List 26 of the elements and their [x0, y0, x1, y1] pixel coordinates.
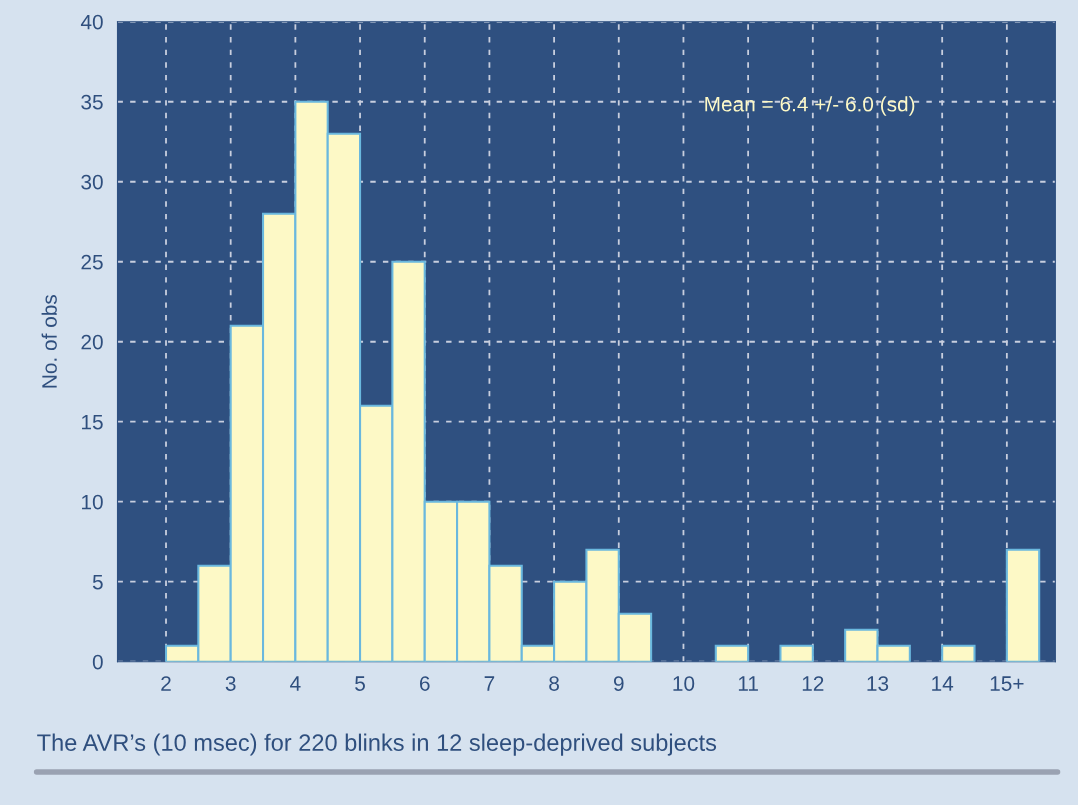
x-tick-label: 3	[225, 676, 236, 691]
y-tick-label: 0	[92, 654, 103, 670]
y-axis-title: No. of obs	[41, 294, 57, 388]
x-tick-label: 9	[613, 676, 624, 691]
y-tick-label: 35	[81, 94, 103, 110]
y-tick-label: 25	[81, 254, 103, 270]
annotation: Mean = 6.4 +/- 6.0 (sd)	[705, 96, 915, 116]
x-tick-label: 14	[932, 676, 954, 691]
x-tick-label: 8	[549, 676, 559, 691]
x-tick-label: 13	[867, 676, 889, 691]
x-tick-label: 7	[484, 676, 495, 691]
x-tick-label: 11	[738, 676, 758, 691]
y-tick-label: 20	[81, 334, 103, 350]
y-tick-label: 30	[81, 174, 103, 190]
x-tick-label: 12	[802, 676, 824, 691]
text: The AVR’s (10 msec) for 220 blinks in 12 sleep-deprived subjects	[37, 733, 717, 756]
x-tick-label: 15+	[990, 676, 1024, 691]
y-tick-label: 15	[82, 414, 103, 430]
y-tick-label: 5	[92, 574, 103, 590]
x-tick-label: 10	[673, 676, 695, 691]
x-tick-label: 2	[161, 676, 171, 691]
y-tick-label: 40	[80, 14, 103, 30]
x-tick-label: 4	[290, 676, 301, 691]
y-tick-label: 10	[82, 494, 103, 510]
x-tick-label: 6	[420, 676, 430, 691]
x-tick-label: 5	[355, 676, 365, 691]
